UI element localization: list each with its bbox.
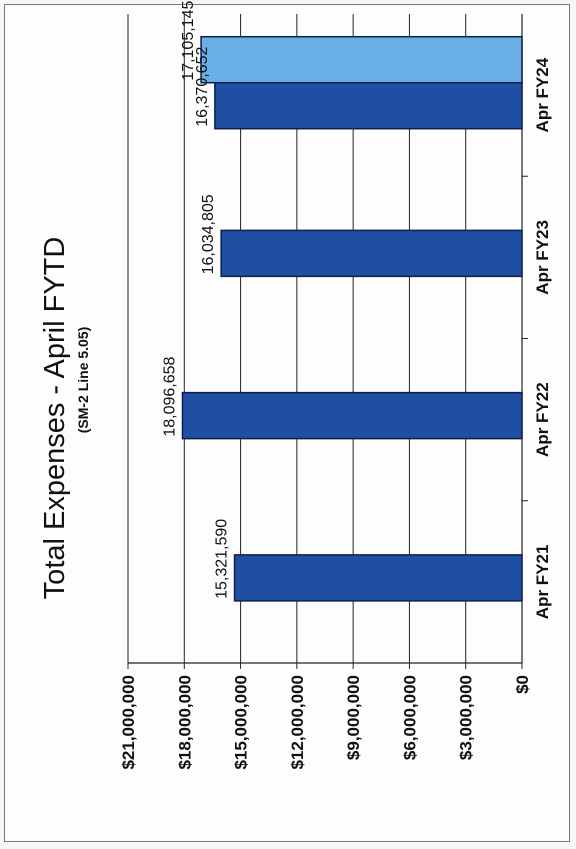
- category-label: Apr FY24: [533, 57, 552, 132]
- chart-subtitle: (SM-2 Line 5.05): [75, 327, 91, 434]
- category-label: Apr FY23: [533, 220, 552, 295]
- bar-series1: [220, 229, 523, 278]
- y-tick-label: $9,000,000: [344, 675, 363, 760]
- bars: [181, 35, 523, 602]
- data-labels: 15,321,590 18,096,658 16,034,805 16,370,652…: [161, 1, 230, 599]
- data-label: 16,370,652: [194, 47, 211, 127]
- category-label: Apr FY22: [533, 382, 552, 457]
- y-tick-label: $15,000,000: [232, 675, 251, 770]
- bar-series1: [214, 81, 523, 130]
- data-label: 15,321,590: [214, 519, 231, 599]
- y-tick-label: $3,000,000: [457, 675, 476, 760]
- bar-series1: [181, 391, 523, 440]
- y-tick-labels: $0 $3,000,000 $6,000,000 $9,000,000 $12,000,…: [119, 675, 532, 770]
- chart-title: Total Expenses - April FYTD: [39, 237, 71, 600]
- data-label: 17,105,145: [180, 1, 197, 81]
- bar-series2: [200, 35, 523, 84]
- y-tick-label: $0: [513, 675, 532, 694]
- y-tick-label: $6,000,000: [400, 675, 419, 760]
- y-tick-label: $18,000,000: [175, 675, 194, 770]
- y-tick-label: $12,000,000: [288, 675, 307, 770]
- data-label: 16,034,805: [200, 194, 217, 274]
- y-tick-label: $21,000,000: [119, 675, 138, 770]
- data-label: 18,096,658: [161, 356, 178, 436]
- category-labels: Apr FY21 Apr FY22 Apr FY23 Apr FY24: [533, 57, 552, 619]
- bar-series1: [233, 554, 523, 602]
- category-label: Apr FY21: [533, 545, 552, 620]
